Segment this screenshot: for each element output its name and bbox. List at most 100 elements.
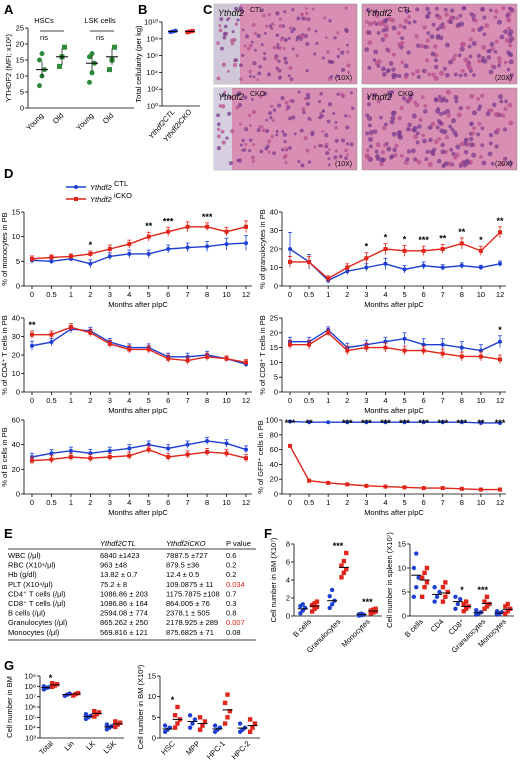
d1-point [244,224,248,229]
histology-nucleus [272,151,277,156]
f2-point [463,606,469,611]
histology-nucleus [401,96,407,101]
g2-point [187,725,193,730]
g2-point [247,717,253,722]
histology-nucleus [276,46,280,49]
f1-point [312,601,317,606]
histology-nucleus [251,159,255,164]
d4-point [440,342,445,347]
histology-nucleus [248,113,252,117]
histology-nucleus [245,34,249,39]
d4-xtick-label: 0 [288,396,292,405]
histology-nucleus [444,12,449,17]
d4-point [421,342,426,347]
table-cell: 875.6825 ± 71 [166,628,214,637]
f1-point [368,611,373,616]
histology-nucleus [217,134,221,139]
histology-nucleus [428,137,433,143]
histology-nucleus [369,130,374,135]
histology-nucleus [265,128,270,133]
panel-label-b: B [138,2,147,17]
histology-nucleus [436,33,441,39]
d3-point [49,340,54,345]
histology-nucleus [365,113,370,118]
f2-point [503,611,508,616]
histology-nucleus [220,129,225,134]
d3-ytick-label: 0 [16,388,20,397]
d1-significance: * [89,240,93,250]
d1-ytick-label: 15 [12,208,20,217]
a-point [39,51,45,57]
histology-nucleus [386,49,391,53]
d2-ytick-label: 40 [270,208,278,217]
d2-point [402,248,407,253]
d1-point [146,234,151,239]
histology-nucleus [291,47,295,51]
f1-point [327,605,332,611]
histology-nucleus [477,58,482,64]
histology-nucleus [425,38,430,43]
histology-nucleus [427,10,432,15]
d3-significance: ** [28,320,36,330]
histology-nucleus [400,36,405,41]
d3-xtick-label: 3 [108,396,112,405]
d5-point [166,455,171,459]
table-cell: 109.0875 ± 11 [166,580,213,589]
d5-point [185,452,190,457]
d6-xtick-label: 7 [441,498,445,507]
d5-xtick-label: 6 [166,498,170,507]
g1-ytick-label: 10⁴ [24,723,36,732]
d3-xlabel: Months after pIpC [108,406,168,415]
histology-nucleus [429,34,435,40]
d2-point [440,265,445,270]
histology-nucleus [375,156,381,162]
panel-a-group-lsk: LSK cells [84,16,116,25]
d6-point [402,485,407,490]
histology-nucleus [270,22,275,26]
histology-nucleus [503,156,508,161]
histology-nucleus [368,144,373,149]
d2-point [288,247,292,251]
histology-nucleus [420,95,425,99]
d1-point [49,259,54,264]
g1-ytick-label: 10³ [25,734,36,743]
histology-nucleus [497,94,503,100]
histology-nucleus [409,93,413,97]
g2-point [202,719,208,724]
histology-nucleus [327,163,331,167]
histology-nucleus [336,92,340,96]
histology-nucleus [372,129,378,135]
f2-point [505,609,510,614]
f1-point [314,604,320,610]
histology-nucleus [295,38,299,42]
d6-significance: *** [342,418,353,428]
histology-nucleus [423,109,428,114]
histology-nucleus [451,118,457,124]
histology-nucleus [239,63,243,68]
histology-nucleus [283,56,288,61]
histology-nucleus [275,33,280,37]
histology-nucleus [267,139,272,144]
g2-point [247,729,253,734]
d3-point [224,356,229,361]
histology-nucleus [425,58,430,63]
histology-nucleus [305,101,310,107]
histology-nucleus [276,68,281,72]
histology-nucleus [492,102,497,108]
d3-ytick-label: 40 [12,314,20,323]
d2-point [288,259,292,264]
histology-nucleus [426,31,431,35]
histology-nucleus [387,16,392,21]
histology-nucleus [248,69,252,74]
histology-nucleus [490,46,495,52]
d2-xlabel: Months after pIpC [364,300,424,309]
b-ylabel: Total cellularity (per kg) [134,25,143,103]
g1-ytick-label: 10⁷ [25,692,36,701]
histology-nucleus [460,68,465,73]
f2-point [505,601,510,607]
g2-point [190,721,195,726]
histology-nucleus [231,30,235,34]
f2-point [411,594,417,599]
f2-point [434,594,440,599]
